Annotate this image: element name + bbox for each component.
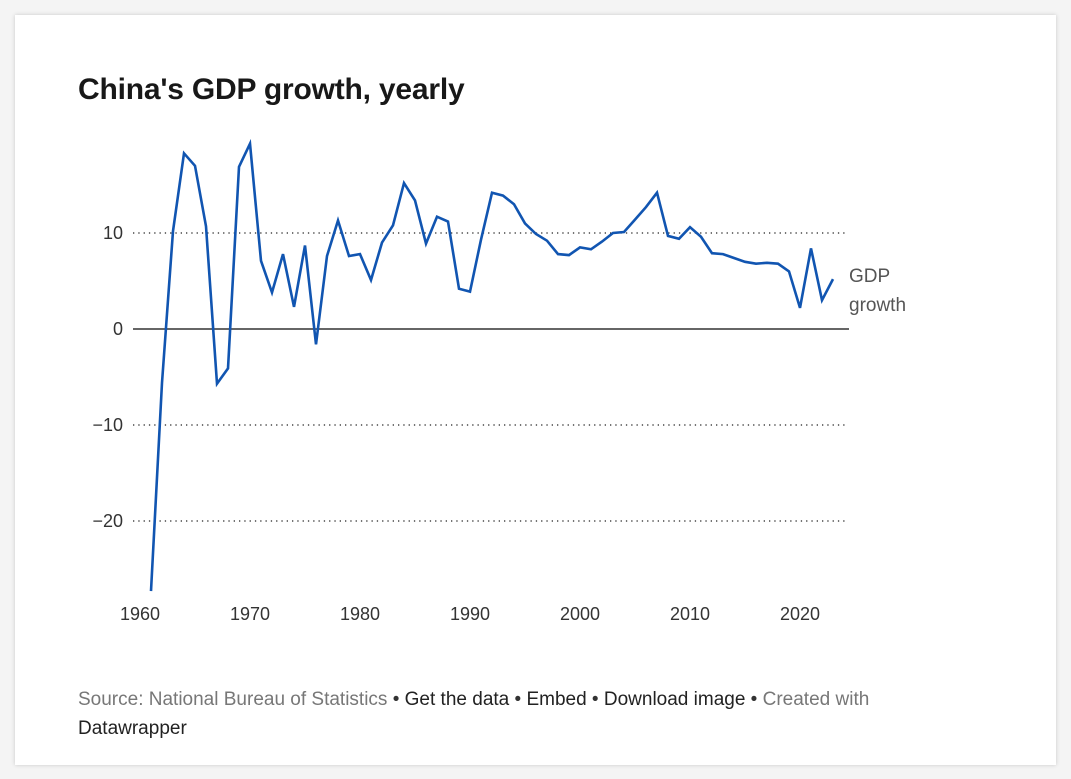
separator: •	[745, 689, 763, 710]
data-point	[754, 262, 758, 266]
data-point	[292, 305, 296, 309]
data-point	[820, 298, 824, 302]
x-tick-label: 2010	[670, 604, 710, 624]
series-label: growth	[849, 295, 906, 316]
data-point	[666, 234, 670, 238]
data-point	[501, 194, 505, 198]
series-labels: GDP growth	[849, 266, 906, 316]
data-point	[160, 381, 164, 385]
download-image-link[interactable]: Download image	[603, 689, 746, 710]
data-point	[710, 251, 714, 255]
x-tick-label: 2020	[780, 604, 820, 624]
data-point	[622, 230, 626, 234]
data-point	[204, 224, 208, 228]
data-point	[149, 589, 153, 593]
data-point	[226, 366, 230, 370]
data-point	[413, 198, 417, 202]
series-label: GDP	[849, 266, 890, 287]
data-point	[523, 221, 527, 225]
data-point	[534, 232, 538, 236]
line-chart: 10 0 −10 −20 1960 1970 1980 1990 2000 2010 2020 G…	[92, 138, 906, 624]
series	[149, 138, 835, 593]
chart-footer: Source: National Bureau of Statistics • …	[78, 685, 1018, 743]
data-point	[633, 218, 637, 222]
data-point	[215, 382, 219, 386]
data-point	[688, 225, 692, 229]
data-point	[391, 223, 395, 227]
x-tick-label: 1960	[120, 604, 160, 624]
get-data-link[interactable]: Get the data	[404, 689, 510, 710]
data-point	[424, 242, 428, 246]
data-point	[435, 215, 439, 219]
gridlines	[133, 232, 849, 522]
data-point	[567, 253, 571, 257]
data-point	[831, 277, 835, 281]
data-point	[743, 260, 747, 264]
created-with-text: Created with	[762, 689, 870, 710]
data-point	[380, 241, 384, 245]
data-point	[655, 191, 659, 195]
data-point	[402, 181, 406, 185]
series-line-gdp-growth	[149, 138, 835, 592]
data-point	[457, 287, 461, 291]
x-tick-label: 1990	[450, 604, 490, 624]
data-point	[545, 239, 549, 243]
data-point	[281, 252, 285, 256]
data-point	[677, 237, 681, 241]
x-tick-label: 1970	[230, 604, 270, 624]
y-tick-label: −10	[92, 415, 123, 435]
x-tick-label: 1980	[340, 604, 380, 624]
y-tick-label: 10	[103, 223, 123, 243]
embed-link[interactable]: Embed	[526, 689, 587, 710]
data-point	[600, 240, 604, 244]
data-point	[776, 262, 780, 266]
separator: •	[509, 689, 527, 710]
data-point	[765, 261, 769, 265]
chart-card: China's GDP growth, yearly 10 0 −10 −20 196…	[15, 15, 1056, 765]
data-point	[809, 246, 813, 250]
data-point	[732, 256, 736, 260]
data-point	[314, 342, 318, 346]
data-point	[589, 247, 593, 251]
data-point	[721, 252, 725, 256]
separator: •	[387, 689, 405, 710]
data-point	[336, 219, 340, 223]
data-point	[611, 231, 615, 235]
data-point	[369, 278, 373, 282]
data-point	[468, 290, 472, 294]
y-tick-label: −20	[92, 511, 123, 531]
data-point	[347, 254, 351, 258]
data-point	[556, 252, 560, 256]
data-point	[479, 238, 483, 242]
data-point	[798, 306, 802, 310]
data-point	[193, 164, 197, 168]
data-point	[248, 142, 252, 146]
data-point	[182, 151, 186, 155]
separator: •	[586, 689, 604, 710]
data-point	[358, 252, 362, 256]
data-point	[325, 254, 329, 258]
data-point	[512, 202, 516, 206]
data-point	[171, 229, 175, 233]
x-axis-labels: 1960 1970 1980 1990 2000 2010 2020	[120, 604, 820, 624]
data-point	[578, 245, 582, 249]
data-point	[237, 165, 241, 169]
data-point	[699, 235, 703, 239]
data-point	[446, 219, 450, 223]
datawrapper-link[interactable]: Datawrapper	[78, 718, 187, 739]
data-point	[490, 191, 494, 195]
x-tick-label: 2000	[560, 604, 600, 624]
chart-title: China's GDP growth, yearly	[78, 73, 465, 106]
data-point	[644, 205, 648, 209]
source-text: Source: National Bureau of Statistics	[78, 689, 388, 710]
data-point	[303, 243, 307, 247]
data-point	[259, 259, 263, 263]
y-axis-labels: 10 0 −10 −20	[92, 223, 123, 531]
data-point	[787, 269, 791, 273]
data-point	[270, 291, 274, 295]
y-tick-label: 0	[113, 319, 123, 339]
